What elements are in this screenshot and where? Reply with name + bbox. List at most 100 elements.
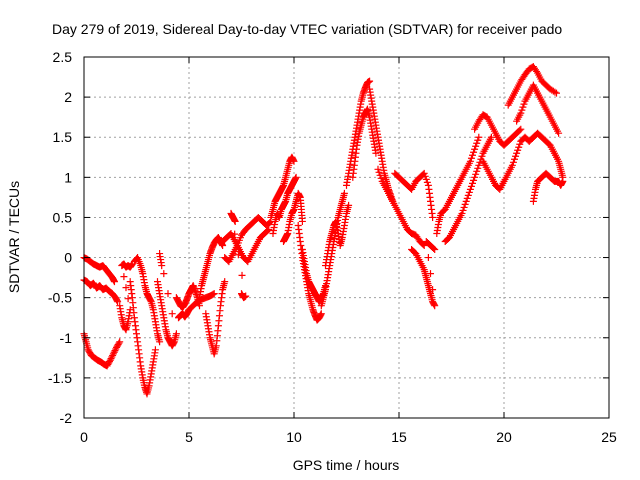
data-point — [466, 185, 474, 193]
series-track-m — [221, 213, 275, 266]
data-point — [559, 177, 567, 185]
y-tick-label: 0 — [64, 250, 72, 266]
series-track-f — [130, 254, 164, 346]
data-point — [519, 103, 527, 111]
series-track-n — [227, 209, 250, 302]
data-point — [464, 191, 472, 199]
data-point — [461, 200, 469, 208]
data-point — [467, 154, 475, 162]
series-track-d — [116, 260, 136, 334]
data-point — [110, 278, 118, 286]
series-track-af — [504, 63, 560, 109]
data-point — [265, 225, 273, 233]
y-tick-label: 1.5 — [53, 129, 73, 145]
series-track-a — [80, 330, 124, 370]
data-point — [160, 270, 168, 278]
data-point — [221, 278, 229, 286]
data-point — [110, 348, 118, 356]
x-tick-label: 15 — [391, 429, 407, 445]
data-point — [472, 142, 480, 150]
data-point — [474, 164, 482, 172]
data-marks — [80, 63, 567, 398]
data-point — [469, 151, 476, 159]
y-tick-label: 2 — [64, 89, 72, 105]
data-point — [238, 271, 246, 279]
data-point — [106, 356, 114, 364]
data-point — [471, 145, 479, 153]
series-track-e — [126, 278, 159, 398]
data-point — [374, 165, 382, 173]
data-point — [366, 77, 374, 85]
y-tick-label: 1 — [64, 169, 72, 185]
data-point — [422, 175, 430, 183]
data-point — [551, 88, 559, 96]
data-point — [487, 133, 495, 141]
data-point — [292, 173, 300, 181]
data-point — [516, 140, 524, 148]
series-track-t — [317, 189, 348, 310]
series-track-ab — [433, 133, 483, 237]
data-point — [231, 217, 239, 225]
x-tick-label: 25 — [601, 429, 617, 445]
data-point — [555, 129, 563, 137]
data-point — [234, 251, 242, 259]
series-track-u — [322, 201, 353, 270]
data-point — [377, 174, 385, 182]
data-point — [533, 67, 541, 75]
data-point — [520, 100, 528, 108]
data-point — [420, 242, 428, 250]
data-point — [151, 346, 159, 354]
data-point — [431, 246, 439, 254]
data-point — [109, 350, 117, 358]
data-point — [475, 133, 483, 141]
chart-title: Day 279 of 2019, Sidereal Day-to-day VTE… — [52, 21, 562, 37]
data-point — [111, 347, 119, 355]
data-point — [210, 290, 218, 298]
data-point — [158, 262, 166, 270]
series-track-x — [366, 85, 397, 205]
data-point — [515, 143, 523, 151]
series-track-h — [172, 282, 203, 311]
y-tick-label: -0.5 — [48, 290, 72, 306]
data-point — [419, 241, 427, 249]
data-point — [429, 213, 437, 221]
data-point — [508, 161, 516, 169]
series-track-k — [202, 278, 229, 358]
data-point — [475, 161, 483, 169]
data-point — [429, 286, 437, 294]
data-point — [156, 338, 164, 346]
data-point — [472, 170, 480, 178]
series-track-c — [80, 254, 118, 286]
data-point — [372, 149, 380, 157]
data-point — [112, 345, 120, 353]
series-track-g — [154, 250, 180, 350]
data-point — [107, 355, 115, 363]
data-point — [231, 230, 239, 238]
data-point — [473, 167, 481, 175]
series-track-ah — [525, 129, 567, 181]
series-track-ac — [441, 133, 495, 246]
series-track-y — [374, 165, 428, 250]
series-track-o — [267, 153, 298, 221]
data-point — [470, 176, 478, 184]
data-point — [172, 330, 180, 338]
data-point — [122, 284, 130, 292]
series-track-ai — [529, 169, 567, 205]
data-point — [465, 188, 473, 196]
data-point — [298, 217, 306, 225]
data-point — [463, 194, 471, 202]
series-track-v — [343, 77, 374, 189]
data-point — [421, 172, 429, 180]
series-track-aa — [408, 238, 439, 310]
data-point — [473, 139, 481, 147]
data-point — [462, 197, 470, 205]
data-point — [168, 310, 176, 318]
data-point — [340, 189, 348, 197]
data-point — [511, 155, 518, 163]
series-track-q — [280, 189, 306, 246]
plot-frame — [83, 56, 610, 419]
data-point — [513, 149, 521, 157]
x-tick-label: 0 — [80, 429, 88, 445]
series-track-z — [391, 169, 437, 221]
y-axis-label: SDTVAR / TECUs — [6, 181, 22, 293]
